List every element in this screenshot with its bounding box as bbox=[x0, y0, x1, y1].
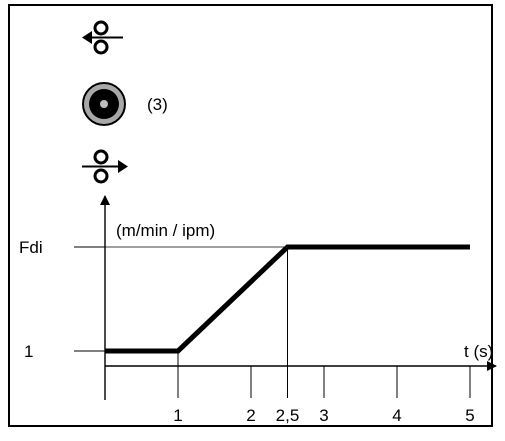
ticks-layer: Fdi 1 1 2 2,5 3 4 5 bbox=[19, 238, 475, 425]
feed-speed-line-0 bbox=[105, 244, 470, 354]
wire-feed-icon bbox=[82, 149, 128, 184]
y-axis-label: (m/min / ipm) bbox=[116, 221, 215, 240]
x-tick-label-3: 3 bbox=[319, 406, 328, 425]
guides-layer bbox=[105, 246, 288, 366]
x-tick-label-2: 2,5 bbox=[276, 406, 300, 425]
x-tick-label-5: 5 bbox=[465, 406, 474, 425]
diagram-frame bbox=[8, 4, 493, 427]
x-tick-label-0: 1 bbox=[173, 406, 182, 425]
torch-button-icon bbox=[82, 82, 126, 126]
y-tick-label-0: Fdi bbox=[19, 238, 43, 257]
x-axis-label: t (s) bbox=[464, 342, 493, 361]
x-tick-label-1: 2 bbox=[246, 406, 255, 425]
series-layer bbox=[105, 244, 470, 354]
x-tick-label-4: 4 bbox=[392, 406, 401, 425]
y-tick-label-1: 1 bbox=[24, 342, 33, 361]
button-label: (3) bbox=[147, 95, 168, 114]
wire-retract-icon bbox=[82, 20, 123, 55]
